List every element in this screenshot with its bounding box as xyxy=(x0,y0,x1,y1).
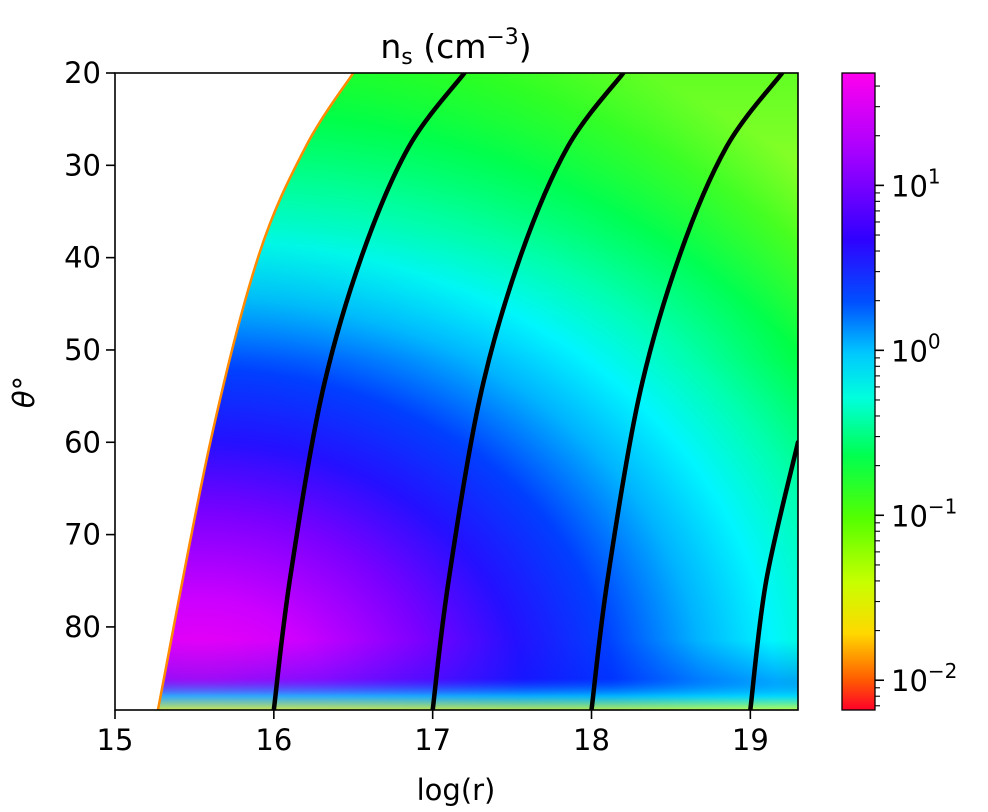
x-tick-label: 17 xyxy=(414,723,451,757)
contour-line-2 xyxy=(430,73,626,710)
y-tick-label: 80 xyxy=(64,610,101,644)
x-tick-label: 18 xyxy=(573,723,610,757)
plot-frame xyxy=(114,72,799,711)
data-boundary-edge xyxy=(156,73,355,710)
x-axis: 15 16 17 18 19 xyxy=(97,710,769,757)
contour-lines xyxy=(271,73,798,710)
y-axis-label: θ° xyxy=(7,376,41,408)
chart-title: ns (cm−3) xyxy=(380,25,531,70)
x-axis-label: log(r) xyxy=(417,773,496,807)
y-tick-label: 20 xyxy=(64,56,101,90)
y-tick-label: 50 xyxy=(64,333,101,367)
contour-line-1 xyxy=(271,73,467,710)
x-tick-label: 15 xyxy=(97,723,134,757)
colorbar-frame xyxy=(841,72,876,711)
contour-line-4 xyxy=(748,440,798,710)
y-tick-label: 40 xyxy=(64,241,101,275)
colorbar-tick-label: 101 xyxy=(891,164,941,203)
x-tick-label: 19 xyxy=(732,723,769,757)
y-tick-label: 60 xyxy=(64,425,101,459)
x-tick-label: 16 xyxy=(255,723,292,757)
colorbar-tick-label: 10−1 xyxy=(891,494,957,533)
colorbar-ticks: 10−2 10−1 100 101 xyxy=(875,85,957,707)
y-tick-label: 70 xyxy=(64,518,101,552)
y-axis: 20 30 40 50 60 70 80 xyxy=(64,56,115,644)
y-tick-label: 30 xyxy=(64,148,101,182)
contour-line-3 xyxy=(589,73,785,710)
colorbar-gradient xyxy=(842,73,875,710)
colorbar-tick-label: 100 xyxy=(891,329,941,368)
colorbar-tick-label: 10−2 xyxy=(891,659,957,698)
